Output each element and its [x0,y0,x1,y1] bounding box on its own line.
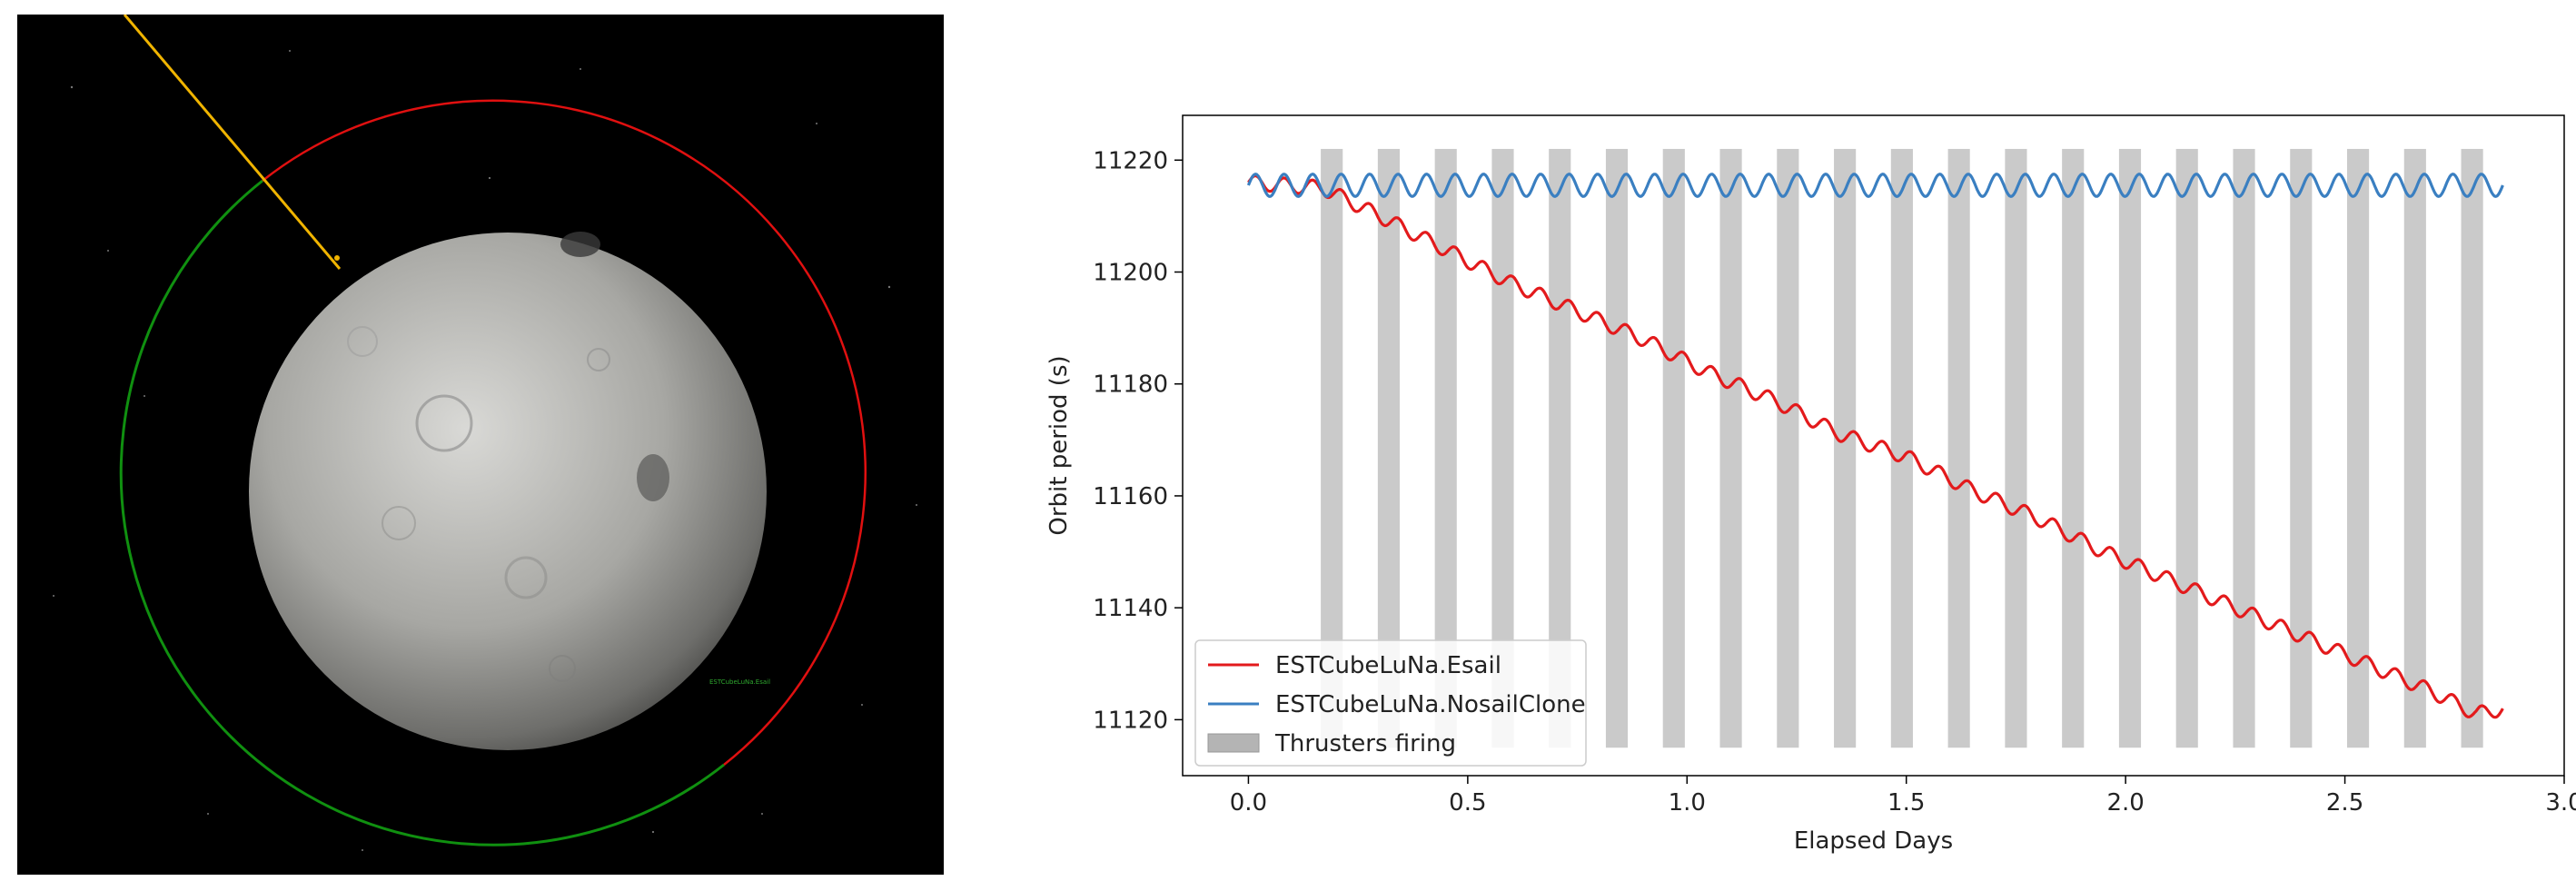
thruster-band-9 [1834,148,1857,748]
y-tick-label-2: 11160 [1093,483,1168,510]
y-tick-label-0: 11120 [1093,707,1168,734]
x-tick-label-2: 1.0 [1669,789,1706,817]
y-tick-label-4: 11200 [1093,260,1168,287]
stars [53,50,917,851]
sun-direction-line [123,15,342,270]
x-tick-label-4: 2.0 [2106,789,2144,817]
x-tick-label-3: 1.5 [1887,789,1925,817]
y-axis-label: Orbit period (s) [1045,355,1073,535]
moon [249,232,767,750]
thruster-band-18 [2346,148,2370,748]
y-tick-label-5: 11220 [1093,147,1168,174]
y-tick-label-1: 11140 [1093,595,1168,622]
legend: ESTCubeLuNa.Esail ESTCubeLuNa.NosailClon… [1194,639,1587,767]
thruster-band-20 [2461,148,2483,748]
legend-label-esail: ESTCubeLuNa.Esail [1275,652,1501,679]
x-tick-label-5: 2.5 [2326,789,2363,817]
x-tick-label-6: 3.0 [2545,789,2576,817]
thruster-band-12 [2005,148,2027,748]
thruster-band-13 [2062,148,2085,748]
y-axis-ticks: 11120 11140 11160 11180 11200 11220 [1093,147,1183,734]
thruster-band-5 [1605,148,1629,748]
x-axis-label: Elapsed Days [1794,827,1953,855]
moon-orbit-scene: ESTCubeLuNa.Esail [17,15,944,875]
y-tick-label-3: 11180 [1093,371,1168,399]
legend-swatch-thrusters [1207,733,1260,753]
series-line-1 [1246,173,2504,198]
thruster-band-8 [1777,148,1799,748]
thruster-band-6 [1662,148,1685,748]
thruster-band-11 [1947,148,1970,748]
orbit-path-green [119,179,725,846]
thruster-band-16 [2233,148,2255,748]
thruster-band-17 [2290,148,2313,748]
orbit-path-red [262,99,867,766]
thruster-band-15 [2175,148,2198,748]
spacecraft-label: ESTCubeLuNa.Esail [709,678,770,686]
thruster-band-10 [1890,148,1913,748]
x-tick-label-1: 0.5 [1449,789,1486,817]
legend-box [1194,639,1587,767]
orbit-period-chart: 0.0 0.5 1.0 1.5 2.0 2.5 3.0 111201114011160111… [1045,114,2576,855]
legend-label-thrusters: Thrusters firing [1274,730,1456,757]
spacecraft-marker [334,255,340,261]
legend-label-nosailclone: ESTCubeLuNa.NosailClone [1275,691,1586,718]
thruster-band-19 [2403,148,2426,748]
thruster-band-14 [2118,148,2142,748]
series-line-0 [1247,173,2504,719]
x-axis-ticks: 0.0 0.5 1.0 1.5 2.0 2.5 3.0 [1230,776,2576,817]
thruster-band-7 [1719,148,1742,748]
x-tick-label-0: 0.0 [1230,789,1267,817]
series-lines [1246,173,2504,719]
plot-frame [1182,114,2565,777]
